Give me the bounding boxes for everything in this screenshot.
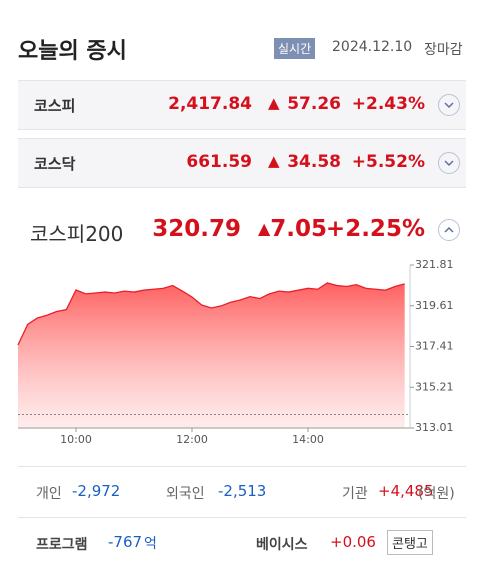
program-unit: 억 [144, 536, 157, 552]
investor-label: 기관 [342, 486, 368, 502]
y-tick-label: 321.81 [415, 258, 454, 271]
index-value: 2,417.84 [168, 94, 252, 114]
basis-label: 베이시스 [256, 537, 308, 553]
y-tick-label: 317.41 [415, 340, 454, 353]
up-arrow: ▲ [268, 94, 280, 112]
index-value: 661.59 [186, 152, 252, 172]
basis-button[interactable]: 콘탱고 [387, 530, 433, 555]
y-tick-label: 315.21 [415, 380, 454, 393]
featured-name: 코스피200 [30, 222, 124, 246]
program-label: 프로그램 [36, 537, 88, 553]
line [17, 282, 405, 346]
x-tick-label: 14:00 [292, 433, 324, 446]
index-name: 코스닥 [34, 155, 76, 173]
featured-value: 320.79 [152, 216, 241, 242]
featured-change: 7.05 [270, 216, 327, 242]
index-change: 34.58 [287, 152, 341, 172]
expand-button[interactable] [438, 152, 460, 174]
investor-value: +4,485 [378, 482, 434, 500]
up-arrow: ▲ [268, 152, 280, 170]
y-tick-label: 313.01 [415, 421, 454, 434]
index-row[interactable]: 코스피 2,417.84 ▲ 57.26 +2.43% [18, 80, 466, 130]
investor-value: -2,972 [72, 482, 121, 500]
index-change: 57.26 [287, 94, 341, 114]
investor-label: 외국인 [166, 486, 205, 502]
investor-value: -2,513 [218, 482, 267, 500]
up-arrow: ▲ [258, 219, 271, 238]
area [18, 282, 405, 428]
status: 장마감 [424, 42, 463, 58]
x-tick-label: 12:00 [176, 433, 208, 446]
expand-button[interactable] [438, 94, 460, 116]
investor-label: 개인 [36, 486, 62, 502]
featured-rate: +2.25% [325, 216, 425, 242]
index-rate: +5.52% [351, 152, 425, 172]
unit: (억원) [418, 486, 455, 502]
index-name: 코스피 [34, 97, 76, 115]
index-row[interactable]: 코스닥 661.59 ▲ 34.58 +5.52% [18, 138, 466, 188]
basis-value: +0.06 [330, 533, 376, 551]
title: 오늘의 증시 [18, 39, 127, 64]
date: 2024.12.10 [332, 39, 413, 55]
y-tick-label: 319.61 [415, 299, 454, 312]
program-value: -767 [108, 533, 143, 551]
investor-row: 개인 -2,972 외국인 -2,513 기관 +4,485 (억원) [18, 466, 466, 518]
x-tick-label: 10:00 [60, 433, 92, 446]
index-rate: +2.43% [351, 94, 425, 114]
collapse-button[interactable] [438, 219, 460, 241]
badge: 실시간 [274, 38, 316, 59]
